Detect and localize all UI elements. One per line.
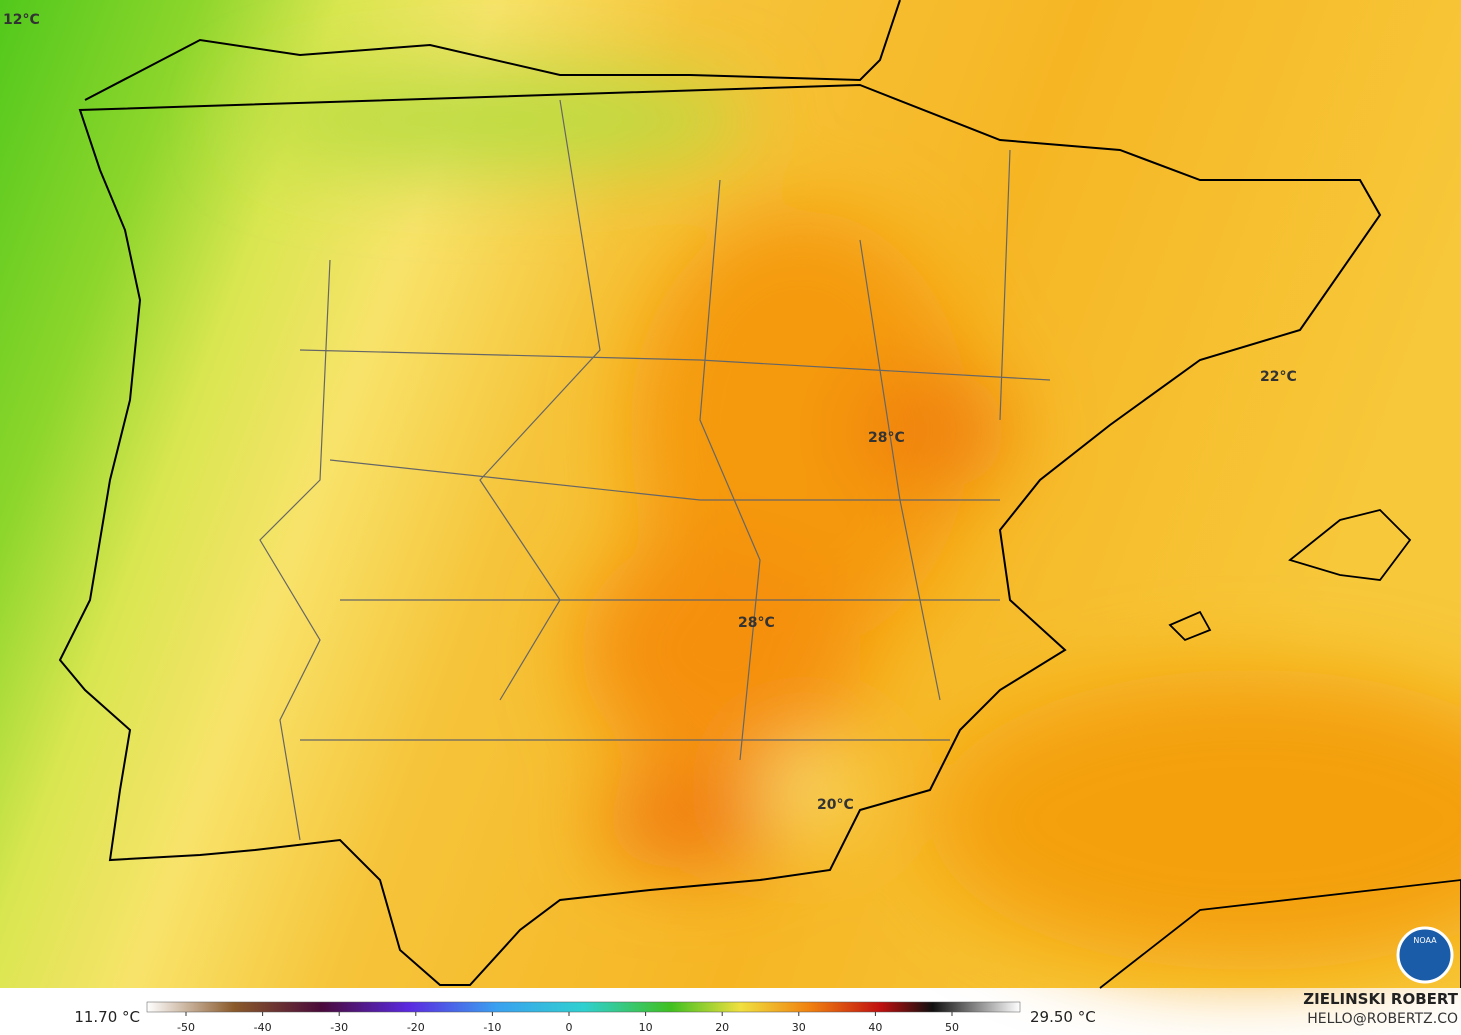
islands-coast bbox=[1099, 509, 1461, 989]
colorbar-tick-label: -30 bbox=[330, 1021, 348, 1034]
colorbar-tick-label: 0 bbox=[566, 1021, 573, 1034]
coastline bbox=[58, 0, 1382, 986]
colorbar-tick-label: 20 bbox=[715, 1021, 729, 1034]
colorbar-tick-label: 10 bbox=[639, 1021, 653, 1034]
colorbar-tick-label: 40 bbox=[868, 1021, 882, 1034]
colorbar-tick-label: 50 bbox=[945, 1021, 959, 1034]
colorbar-tick-label: -20 bbox=[407, 1021, 425, 1034]
logo bbox=[1396, 926, 1454, 984]
colorbar-tick-label: -10 bbox=[483, 1021, 501, 1034]
map-label: 28°C bbox=[868, 430, 905, 446]
colorbar bbox=[146, 1001, 1021, 1013]
map-label: 28°C bbox=[738, 615, 775, 631]
region-borders bbox=[259, 99, 1051, 841]
credit-name: ZIELINSKI ROBERT bbox=[1303, 990, 1458, 1008]
colorbar-tick-label: -40 bbox=[254, 1021, 272, 1034]
credit-email: HELLO@ROBERTZ.CO bbox=[1307, 1011, 1458, 1027]
logo-text: NOAA bbox=[1413, 936, 1437, 945]
legend-min: 11.70 °C bbox=[74, 1008, 140, 1026]
map-label: 12°C bbox=[3, 12, 40, 28]
map-label: 20°C bbox=[817, 797, 854, 813]
legend-max: 29.50 °C bbox=[1030, 1008, 1096, 1026]
colorbar-tick-label: -50 bbox=[177, 1021, 195, 1034]
colorbar-tick-label: 30 bbox=[792, 1021, 806, 1034]
map-label: 22°C bbox=[1260, 369, 1297, 385]
